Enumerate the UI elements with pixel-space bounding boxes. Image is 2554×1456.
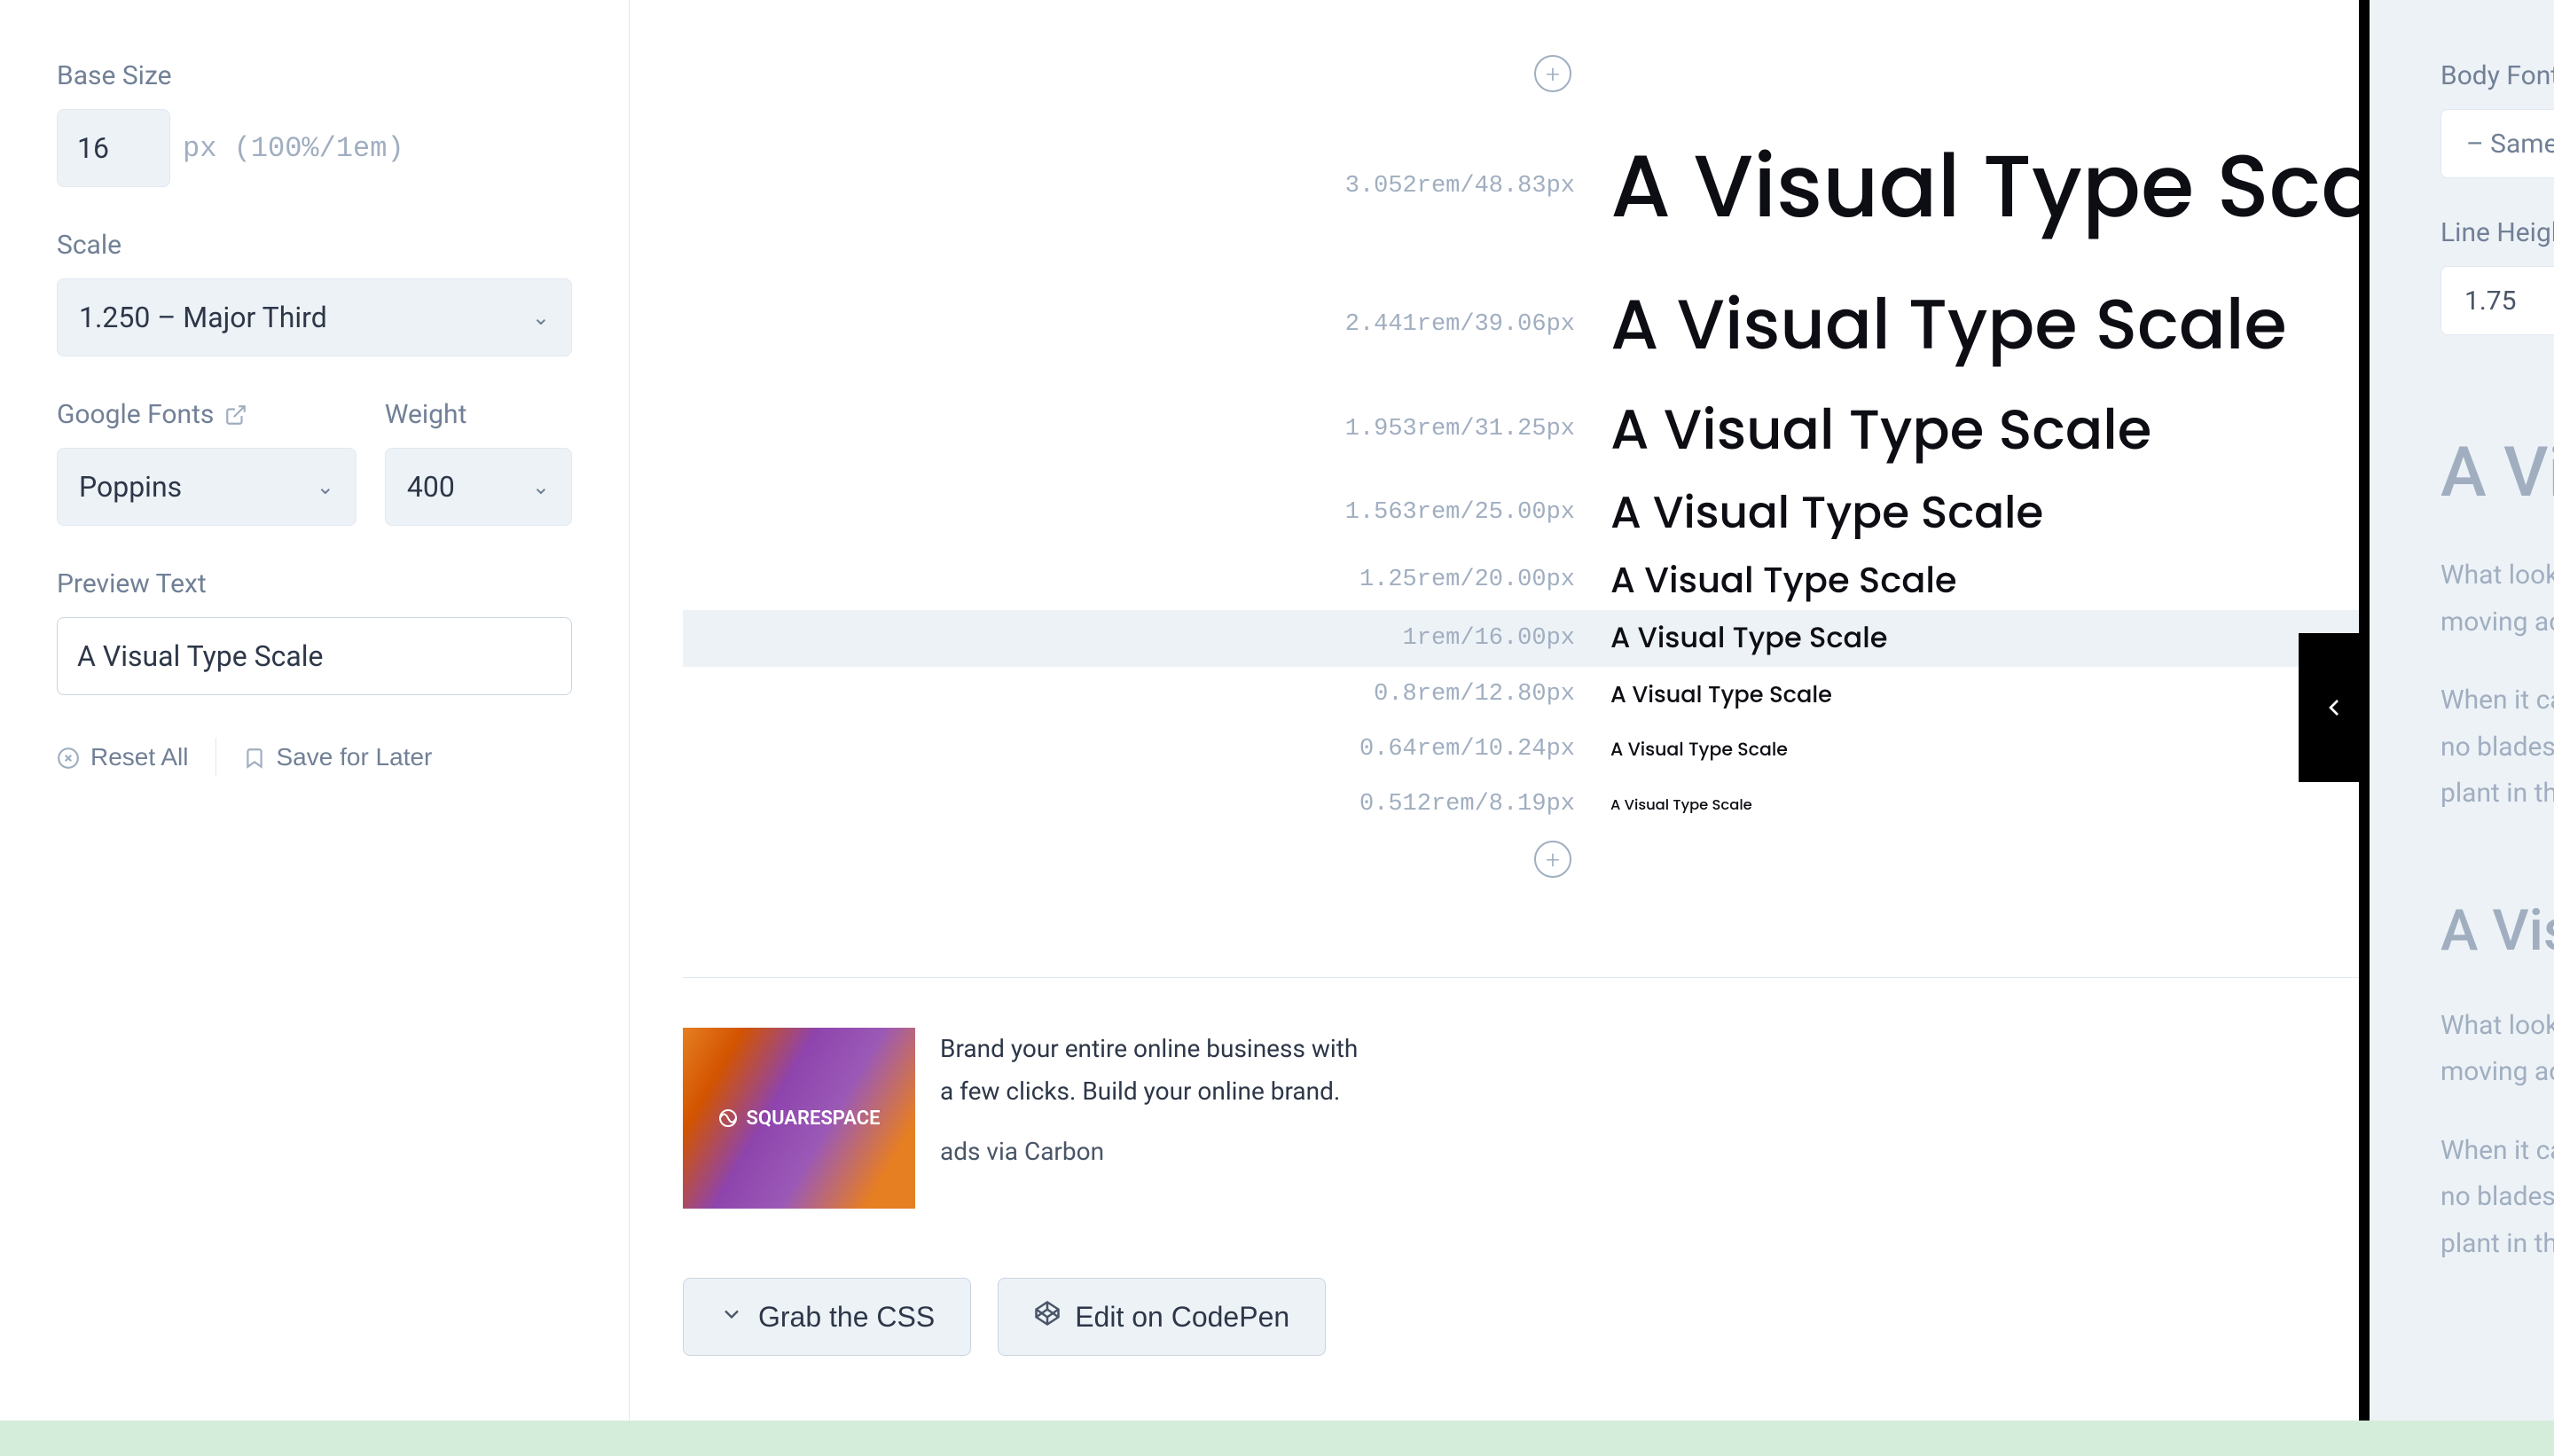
- chevron-down-icon: ⌄: [317, 474, 334, 499]
- preview-heading-1: A Vi: [2440, 433, 2554, 513]
- external-link-icon[interactable]: [224, 403, 247, 427]
- scale-preview-text: A Visual Type Scale: [1610, 736, 1788, 763]
- scale-group: Scale 1.250 – Major Third ⌄: [57, 230, 572, 356]
- chevron-down-icon: ⌄: [532, 474, 550, 499]
- scale-row[interactable]: 2.441rem/39.06pxA Visual Type Scale: [683, 266, 2554, 383]
- preview-text-label: Preview Text: [57, 568, 572, 599]
- scale-preview-text: A Visual Type Scale: [1610, 479, 2043, 546]
- body-font-value: – Same a: [2466, 129, 2554, 160]
- scale-preview-text: A Visual Type Scale: [1610, 677, 1832, 712]
- scale-row[interactable]: 1.953rem/31.25pxA Visual Type Scale: [683, 383, 2554, 475]
- scale-meta: 1rem/16.00px: [683, 625, 1610, 652]
- ad-copy: Brand your entire online business with a…: [940, 1028, 1375, 1112]
- reset-button[interactable]: Reset All: [57, 743, 189, 771]
- ad-via: ads via Carbon: [940, 1137, 1375, 1166]
- google-fonts-label: Google Fonts: [57, 399, 214, 430]
- preview-text-group: Preview Text: [57, 568, 572, 695]
- codepen-icon: [1034, 1300, 1061, 1334]
- ad-logo: SQUARESPACE: [717, 1108, 880, 1130]
- base-size-group: Base Size px (100%/1em): [57, 60, 572, 187]
- add-step-top-button[interactable]: +: [1534, 55, 1571, 92]
- collapse-panel-button[interactable]: [2299, 633, 2370, 782]
- footer-band: [0, 1421, 2554, 1456]
- preview-paragraph: What looke moving ac: [2440, 1003, 2554, 1096]
- divider: [683, 977, 2359, 978]
- weight-label: Weight: [385, 399, 572, 430]
- close-circle-icon: [57, 746, 80, 769]
- add-step-bottom-button[interactable]: +: [1534, 841, 1571, 878]
- ad-block[interactable]: SQUARESPACE Brand your entire online bus…: [683, 1028, 2554, 1209]
- scale-meta: 1.25rem/20.00px: [683, 567, 1610, 593]
- scale-meta: 3.052rem/48.83px: [683, 173, 1610, 200]
- main: + 3.052rem/48.83pxA Visual Type Scale2.4…: [630, 0, 2554, 1456]
- scale-row[interactable]: 1.563rem/25.00pxA Visual Type Scale: [683, 475, 2554, 550]
- body-font-select[interactable]: – Same a: [2440, 109, 2554, 178]
- scale-row[interactable]: 1.25rem/20.00pxA Visual Type Scale: [683, 550, 2554, 610]
- weight-group: Weight 400 ⌄: [385, 399, 572, 526]
- line-height-label: Line Height: [2440, 217, 2554, 248]
- chevron-down-icon: [719, 1301, 744, 1334]
- action-separator: [215, 738, 216, 777]
- bookmark-icon: [243, 746, 266, 769]
- scale-meta: 2.441rem/39.06px: [683, 311, 1610, 338]
- scale-meta: 0.64rem/10.24px: [683, 736, 1610, 763]
- weight-select[interactable]: 400 ⌄: [385, 448, 572, 526]
- scale-preview-text: A Visual Type Scale: [1610, 273, 2287, 377]
- scale-meta: 0.512rem/8.19px: [683, 791, 1610, 818]
- scale-row[interactable]: 1rem/16.00pxA Visual Type Scale: [683, 610, 2554, 667]
- base-size-unit: px (100%/1em): [183, 132, 404, 165]
- scale-meta: 0.8rem/12.80px: [683, 681, 1610, 708]
- body-font-label: Body Font: [2440, 60, 2554, 91]
- scale-select[interactable]: 1.250 – Major Third ⌄: [57, 278, 572, 356]
- line-height-input[interactable]: [2440, 266, 2554, 335]
- scale-row[interactable]: 0.512rem/8.19pxA Visual Type Scale: [683, 777, 2554, 832]
- right-panel: Body Font – Same a Line Height A Vi What…: [2359, 0, 2554, 1456]
- google-fonts-select[interactable]: Poppins ⌄: [57, 448, 356, 526]
- codepen-label: Edit on CodePen: [1075, 1301, 1289, 1334]
- scale-preview-text: A Visual Type Scale: [1610, 387, 2151, 471]
- scale-preview-text: A Visual Type Scale: [1610, 553, 1957, 607]
- scale-list: 3.052rem/48.83pxA Visual Type Scale2.441…: [683, 106, 2554, 832]
- scale-row[interactable]: 3.052rem/48.83pxA Visual Type Scale: [683, 106, 2554, 266]
- google-fonts-group: Google Fonts Poppins ⌄: [57, 399, 356, 526]
- chevron-down-icon: ⌄: [532, 305, 550, 330]
- preview-paragraph: What looke moving ac: [2440, 552, 2554, 646]
- preview-text-input[interactable]: [57, 617, 572, 695]
- grab-css-button[interactable]: Grab the CSS: [683, 1278, 971, 1356]
- scale-meta: 1.563rem/25.00px: [683, 499, 1610, 526]
- scale-label: Scale: [57, 230, 572, 261]
- google-fonts-value: Poppins: [79, 470, 182, 504]
- base-size-label: Base Size: [57, 60, 572, 91]
- ad-logo-text: SQUARESPACE: [746, 1108, 880, 1130]
- grab-css-label: Grab the CSS: [758, 1301, 935, 1334]
- scale-select-value: 1.250 – Major Third: [79, 301, 327, 334]
- preview-paragraph: When it ca no blades, plant in the: [2440, 677, 2554, 818]
- save-label: Save for Later: [277, 743, 433, 771]
- scale-preview-text: A Visual Type Scale: [1610, 121, 2456, 252]
- scale-row[interactable]: 0.8rem/12.80pxA Visual Type Scale: [683, 667, 2554, 722]
- scale-preview-text: A Visual Type Scale: [1610, 617, 1887, 660]
- reset-label: Reset All: [90, 743, 189, 771]
- preview-heading-2: A Vis: [2440, 897, 2554, 964]
- sidebar: Base Size px (100%/1em) Scale 1.250 – Ma…: [0, 0, 630, 1456]
- scale-row[interactable]: 0.64rem/10.24pxA Visual Type Scale: [683, 722, 2554, 777]
- codepen-button[interactable]: Edit on CodePen: [998, 1278, 1326, 1356]
- base-size-input[interactable]: [57, 109, 170, 187]
- save-button[interactable]: Save for Later: [243, 743, 433, 771]
- weight-value: 400: [407, 470, 455, 504]
- ad-image: SQUARESPACE: [683, 1028, 915, 1209]
- preview-paragraph: When it ca no blades, plant in the: [2440, 1128, 2554, 1268]
- scale-preview-text: A Visual Type Scale: [1610, 794, 1752, 816]
- scale-meta: 1.953rem/31.25px: [683, 416, 1610, 442]
